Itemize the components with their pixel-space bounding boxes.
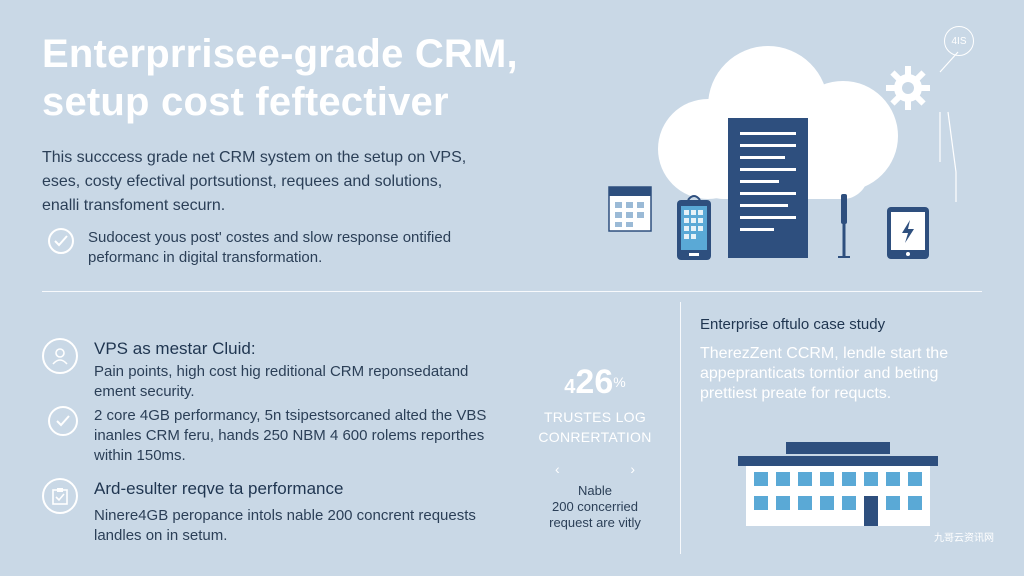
stat-suffix: % (613, 374, 626, 390)
intro-paragraph: This succcess grade net CRM system on th… (42, 146, 562, 218)
stat-label-2: CONRERTATION (538, 429, 652, 445)
badge-circle-icon: 4IS (944, 26, 974, 56)
case-study-text: TherezZent CCRM, lendle start the appepr… (700, 344, 990, 404)
user-circle-icon (42, 338, 78, 374)
performance-text: Ninere4GB peropance intols nable 200 con… (94, 506, 514, 546)
connector-lines (939, 51, 959, 202)
case-line-1: TherezZent CCRM, lendle start the (700, 345, 949, 362)
stat-note-line-2: 200 concerried (552, 499, 638, 514)
section-performance-title: Ard-esulter reqve ta performance (94, 479, 344, 498)
check-item-line-1: Sudocest yous post' costes and slow resp… (88, 229, 452, 246)
prev-arrow-icon[interactable]: ‹ (555, 461, 560, 477)
spec-text: 2 core 4GB performancy, 5n tsipestsorcan… (94, 406, 514, 466)
performance-line-1: Ninere4GB peropance intols nable 200 con… (94, 507, 476, 524)
stat-prefix: 4 (564, 376, 576, 398)
watermark: 九哥云资讯网 (934, 533, 994, 544)
intro-line-3: enalli transfoment securn. (42, 197, 226, 214)
section-vps-title-row: VPS as mestar Cluid: (42, 338, 256, 374)
spec-line-1: 2 core 4GB performancy, 5n tsipestsorcan… (94, 407, 487, 424)
check-circle-icon (48, 228, 74, 254)
clipboard-circle-icon (42, 478, 78, 514)
badge-text: 4IS (951, 35, 967, 47)
pain-points-text: Pain points, high cost hig reditional CR… (94, 362, 514, 402)
vertical-divider (680, 302, 681, 554)
spec-line-2: inanles CRM feru, hands 250 NBM 4 600 ro… (94, 427, 485, 444)
headline: Enterprrisee-grade CRM, setup cost fefte… (42, 30, 602, 126)
check-item-text: Sudocest yous post' costes and slow resp… (88, 228, 451, 268)
stat-label-1: TRUSTES LOG (543, 409, 647, 425)
spec-line-3: within 150ms. (94, 447, 186, 464)
stat-note-line-3: request are vitly (549, 515, 641, 530)
phone-icon (677, 195, 711, 260)
section-performance-row: Ard-esulter reqve ta performance (42, 478, 343, 514)
server-document-icon (728, 118, 808, 258)
stat-nav: ‹ › (555, 461, 635, 477)
next-arrow-icon[interactable]: › (630, 461, 635, 477)
performance-line-2: landles on in setum. (94, 527, 228, 544)
pain-line-2: ement security. (94, 383, 195, 400)
headline-line-2: setup cost feftectiver (42, 80, 449, 124)
headline-line-1: Enterprrisee-grade CRM, (42, 32, 518, 76)
stat-note-line-1: Nable (578, 483, 612, 498)
stat-block: 426% TRUSTES LOG CONRERTATION ‹ › Nable … (530, 362, 660, 531)
stat-number: 26 (575, 363, 614, 401)
check-circle-icon-2 (48, 406, 78, 436)
intro-line-1: This succcess grade net CRM system on th… (42, 149, 467, 166)
tablet-icon (887, 207, 929, 259)
intro-line-2: eses, costy efectival portsutionst, requ… (42, 173, 443, 190)
case-line-3: prettiest preate for requcts. (700, 385, 892, 402)
case-line-2: appepranticats torntior and beting (700, 365, 939, 382)
stylus-icon (838, 194, 850, 258)
horizontal-divider (42, 291, 982, 292)
stat-value: 426% (530, 362, 660, 407)
section-vps-title: VPS as mestar Cluid: (94, 339, 256, 358)
check-item: Sudocest yous post' costes and slow resp… (48, 228, 451, 268)
case-study-title: Enterprise oftulo case study (700, 316, 886, 333)
office-building-icon (738, 442, 938, 526)
calendar-icon (608, 186, 652, 232)
check-item-line-2: peformanc in digital transformation. (88, 249, 323, 266)
spec-row: 2 core 4GB performancy, 5n tsipestsorcan… (48, 406, 514, 466)
pain-line-1: Pain points, high cost hig reditional CR… (94, 363, 469, 380)
stat-note: Nable 200 concerried request are vitly (530, 483, 660, 531)
gear-icon (886, 66, 930, 110)
